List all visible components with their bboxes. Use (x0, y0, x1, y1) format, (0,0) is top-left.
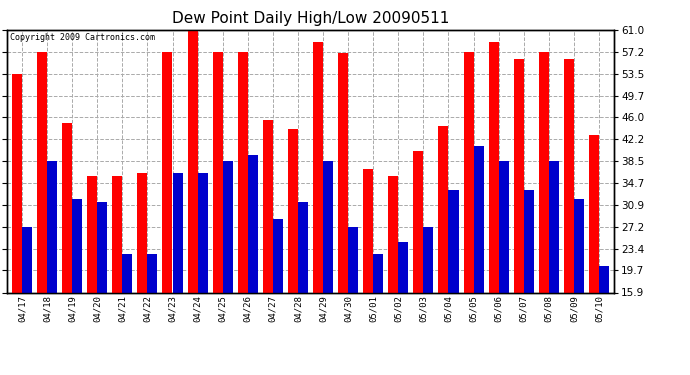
Bar (213, 52, 223, 292)
Bar (589, 135, 599, 292)
Bar (473, 146, 484, 292)
Bar (112, 176, 122, 292)
Bar (338, 53, 348, 292)
Bar (448, 190, 459, 292)
Bar (122, 254, 132, 292)
Bar (298, 202, 308, 292)
Bar (248, 155, 258, 292)
Bar (363, 168, 373, 292)
Bar (373, 254, 383, 292)
Bar (72, 199, 82, 292)
Bar (37, 52, 47, 292)
Bar (47, 161, 57, 292)
Bar (539, 52, 549, 292)
Bar (273, 219, 283, 292)
Bar (489, 42, 499, 292)
Bar (348, 227, 358, 292)
Bar (464, 52, 473, 292)
Bar (574, 199, 584, 292)
Bar (22, 227, 32, 292)
Bar (323, 161, 333, 292)
Bar (424, 227, 433, 292)
Bar (238, 52, 248, 292)
Bar (564, 59, 574, 292)
Bar (87, 176, 97, 292)
Text: Dew Point Daily High/Low 20090511: Dew Point Daily High/Low 20090511 (172, 11, 449, 26)
Bar (172, 172, 183, 292)
Bar (388, 176, 398, 292)
Bar (499, 161, 509, 292)
Bar (549, 161, 559, 292)
Bar (263, 120, 273, 292)
Text: Copyright 2009 Cartronics.com: Copyright 2009 Cartronics.com (10, 33, 155, 42)
Bar (148, 254, 157, 292)
Bar (12, 74, 22, 292)
Bar (413, 151, 424, 292)
Bar (62, 123, 72, 292)
Bar (438, 126, 449, 292)
Bar (97, 202, 107, 292)
Bar (188, 30, 197, 292)
Bar (197, 172, 208, 292)
Bar (137, 172, 148, 292)
Bar (223, 161, 233, 292)
Bar (313, 42, 323, 292)
Bar (162, 52, 172, 292)
Bar (288, 129, 298, 292)
Bar (524, 190, 534, 292)
Bar (599, 266, 609, 292)
Bar (514, 59, 524, 292)
Bar (398, 243, 408, 292)
